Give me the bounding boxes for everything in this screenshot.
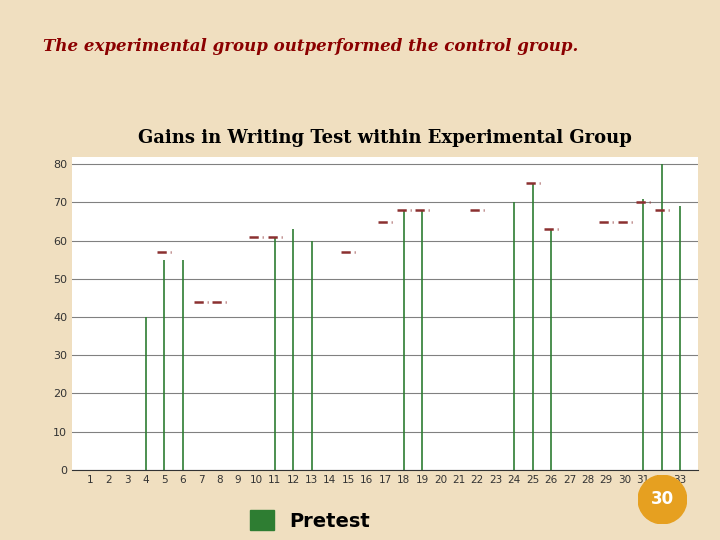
Title: Gains in Writing Test within Experimental Group: Gains in Writing Test within Experimenta… [138, 129, 632, 147]
Circle shape [638, 475, 687, 524]
Legend: Pretest: Pretest [243, 502, 377, 538]
Text: The experimental group outperformed the control group.: The experimental group outperformed the … [43, 38, 578, 55]
Text: 30: 30 [651, 490, 674, 509]
